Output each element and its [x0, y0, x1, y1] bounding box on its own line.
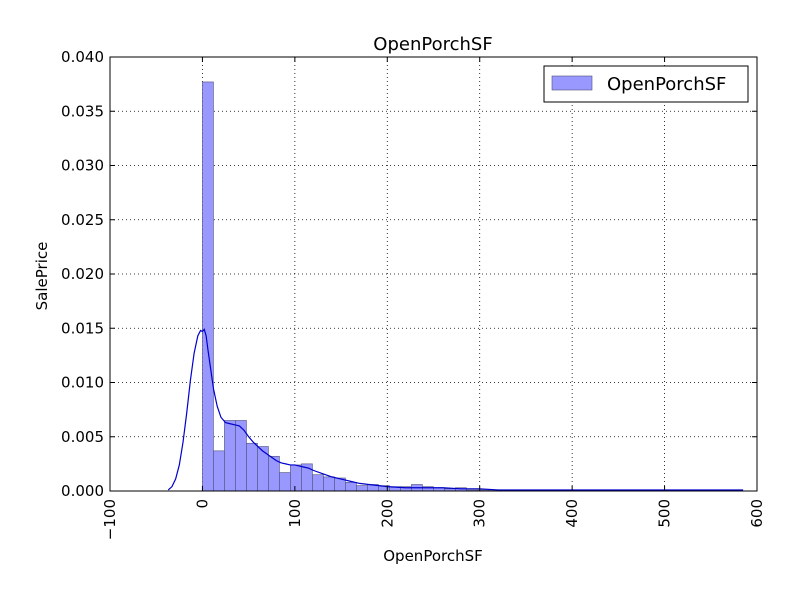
histogram-bar [246, 442, 258, 492]
y-axis-label: SalePrice [33, 242, 51, 311]
histogram-bar [345, 482, 357, 492]
y-tick-label: 0.000 [61, 482, 104, 500]
histogram-bar [356, 485, 368, 492]
x-tick-label: 600 [748, 499, 766, 528]
x-tick-label: 300 [471, 499, 489, 528]
y-tick-label: 0.040 [61, 48, 104, 66]
legend-label: OpenPorchSF [607, 74, 726, 95]
x-tick-label: 200 [378, 499, 396, 528]
histogram-bar [323, 476, 335, 492]
histogram-bar [312, 474, 324, 492]
kde-curve [167, 328, 744, 491]
legend-swatch [551, 75, 593, 91]
y-tick-label: 0.010 [61, 374, 104, 392]
y-tick-label: 0.025 [61, 211, 104, 229]
histogram-bar [224, 420, 236, 492]
y-axis-ticks: 0.000 0.005 0.010 0.015 0.020 0.025 0.030 0.035… [61, 48, 757, 500]
chart-title: OpenPorchSF [373, 34, 492, 55]
x-tick-label: −100 [101, 499, 119, 540]
x-tick-label: 0 [193, 499, 211, 509]
histogram-bars [202, 81, 720, 492]
y-tick-label: 0.035 [61, 102, 104, 120]
x-tick-label: 100 [286, 499, 304, 528]
histogram-bar [279, 472, 291, 492]
y-tick-label: 0.015 [61, 319, 104, 337]
histogram-bar [202, 81, 214, 492]
x-axis-label: OpenPorchSF [383, 547, 483, 565]
legend: OpenPorchSF [543, 65, 749, 103]
x-axis-ticks: −100 0 100 200 300 400 500 600 [101, 57, 766, 540]
y-tick-label: 0.020 [61, 265, 104, 283]
histogram-bar [213, 450, 225, 492]
y-tick-label: 0.005 [61, 428, 104, 446]
y-tick-label: 0.030 [61, 157, 104, 175]
histogram-bar [290, 464, 302, 492]
kde-curve-layer [167, 328, 744, 491]
x-tick-label: 400 [563, 499, 581, 528]
x-tick-label: 500 [656, 499, 674, 528]
